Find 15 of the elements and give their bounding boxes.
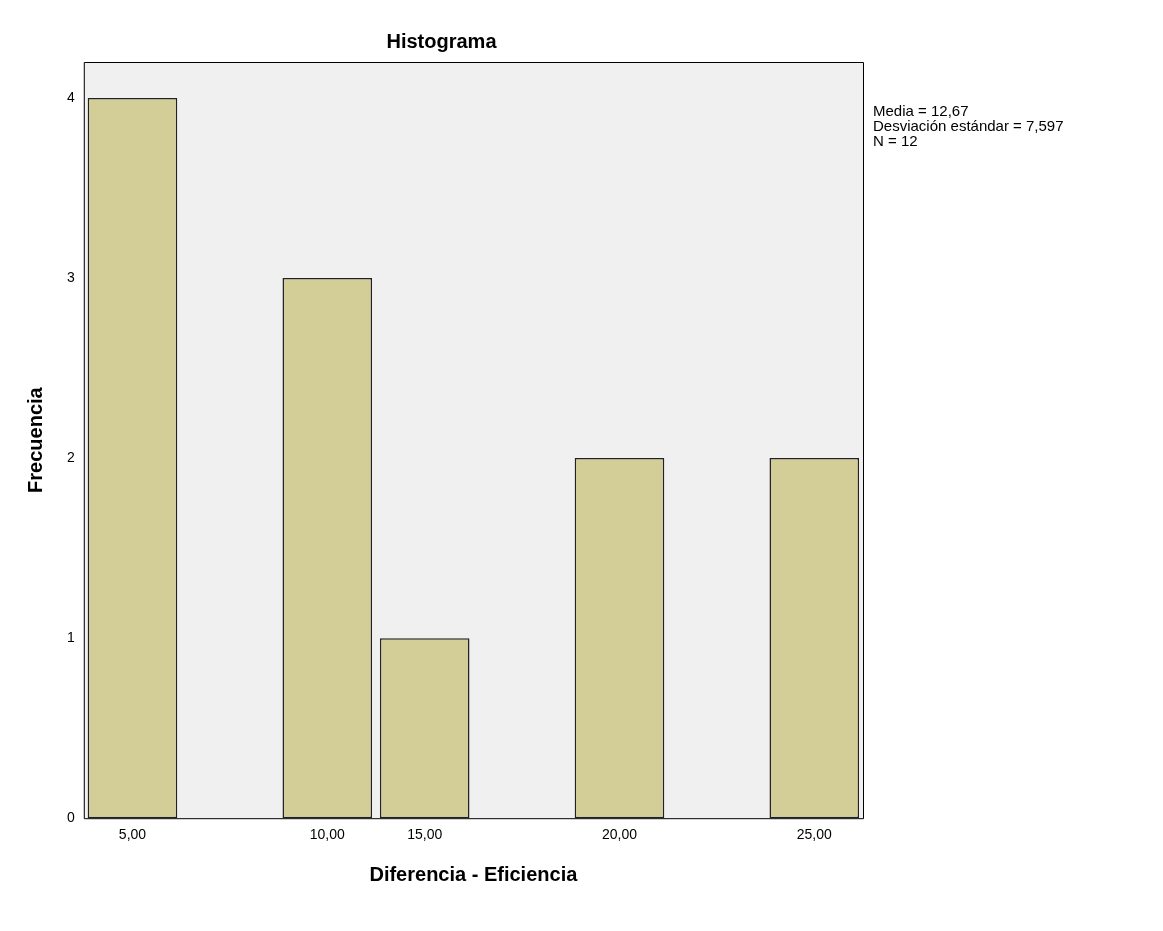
text: N = 12 bbox=[873, 131, 918, 149]
x-tick-label: 10,00 bbox=[309, 826, 346, 843]
y-tick-label: 1 bbox=[66, 629, 75, 646]
y-tick-label: 4 bbox=[66, 88, 75, 105]
y-tick-label: 3 bbox=[66, 268, 75, 285]
x-tick-label: 25,00 bbox=[796, 826, 833, 843]
chart-title: Histograma bbox=[386, 29, 498, 52]
text: Media = 12,67 bbox=[873, 101, 969, 119]
x-tick-label: 20,00 bbox=[601, 826, 638, 843]
x-tick-label: 15,00 bbox=[407, 826, 443, 843]
x-tick-label: 5,00 bbox=[118, 826, 147, 843]
y-axis-title: Frecuencia bbox=[23, 386, 46, 493]
y-tick-label: 0 bbox=[66, 809, 75, 826]
x-axis-title: Diferencia - Eficiencia bbox=[369, 862, 579, 885]
y-tick-label: 2 bbox=[66, 448, 75, 465]
